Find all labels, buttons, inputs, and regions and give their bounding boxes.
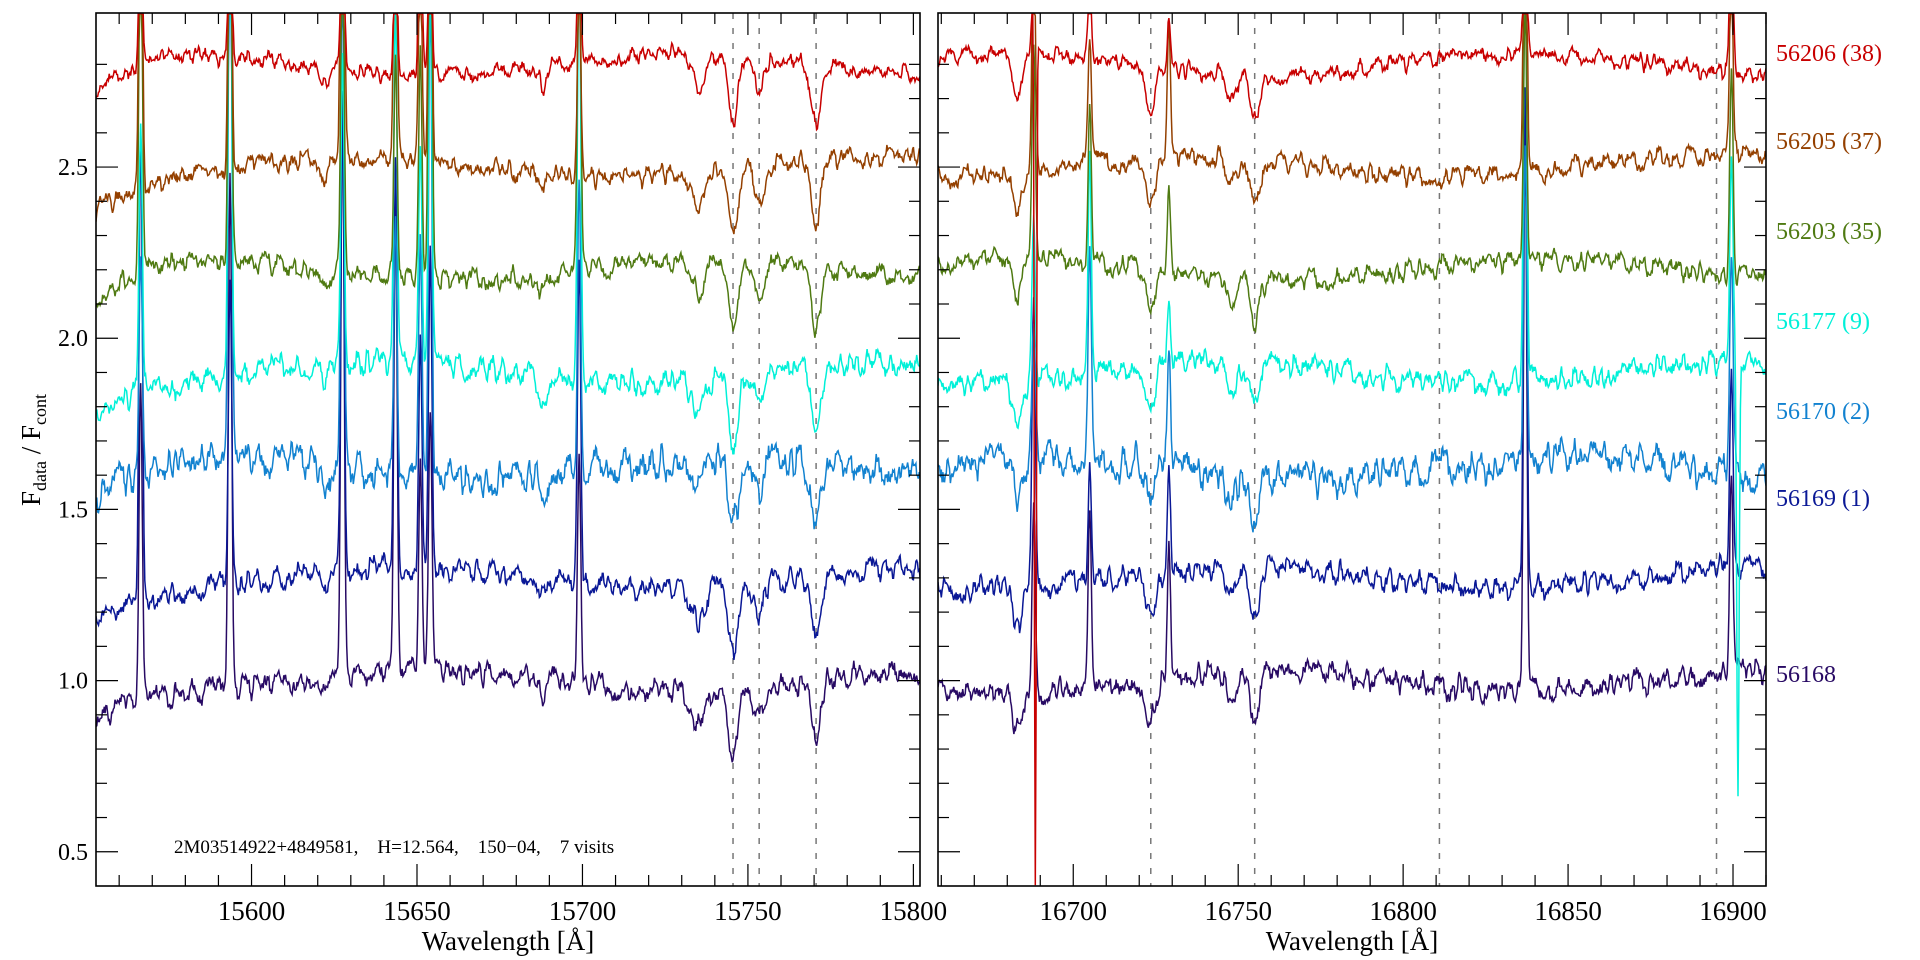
x-tick-label: 15750 xyxy=(714,896,782,926)
spectrum-56177 xyxy=(938,13,1766,797)
axes-frame xyxy=(95,12,921,887)
y-tick-label: 2.5 xyxy=(58,155,88,181)
y-tick-label: 1.0 xyxy=(58,669,88,695)
spectrum-56168 xyxy=(96,90,920,763)
spectrum-56203 xyxy=(96,13,920,338)
x-tick-label: 16900 xyxy=(1699,896,1767,926)
spectra-group xyxy=(938,13,1766,886)
y-tick-label: 1.5 xyxy=(58,497,88,523)
series-label-56170: 56170 (2) xyxy=(1776,399,1870,425)
x-tick-label: 16750 xyxy=(1204,896,1272,926)
spectrum-56203 xyxy=(938,13,1766,334)
spectrum-56170 xyxy=(96,13,920,530)
series-label-56206: 56206 (38) xyxy=(1776,41,1882,67)
x-tick-label: 16850 xyxy=(1534,896,1602,926)
series-label-56169: 56169 (1) xyxy=(1776,486,1870,512)
series-label-56177: 56177 (9) xyxy=(1776,309,1870,335)
x-tick-label: 15600 xyxy=(218,896,286,926)
spectrum-56170 xyxy=(938,145,1766,533)
y-axis-label: Fdata / Fcont xyxy=(16,394,50,506)
spectra-group xyxy=(96,13,920,763)
spectrum-56205 xyxy=(96,13,920,235)
y-tick-label: 2.0 xyxy=(58,326,88,352)
series-label-56205: 56205 (37) xyxy=(1776,129,1882,155)
x-tick-label: 16700 xyxy=(1040,896,1108,926)
x-axis-label: Wavelength [Å] xyxy=(422,926,595,956)
x-tick-label: 16800 xyxy=(1369,896,1437,926)
series-label-56168: 56168 xyxy=(1776,662,1836,688)
spectrum-56168 xyxy=(938,128,1766,735)
y-label-sep: / F xyxy=(16,425,46,461)
spectrum-56169 xyxy=(96,114,920,661)
right-panel: 16700 16750 16800 16850 16900 Wavelength [Å] xyxy=(937,12,1767,956)
x-tick-label: 15700 xyxy=(549,896,617,926)
spectrum-56177 xyxy=(96,13,920,455)
x-tick-label: 15650 xyxy=(383,896,451,926)
spectrum-56206 xyxy=(96,13,920,132)
y-label-main: F xyxy=(16,491,46,506)
axes-frame xyxy=(937,12,1767,887)
series-label-56203: 56203 (35) xyxy=(1776,219,1882,245)
star-annotation: 2M03514922+4849581, H=12.564, 150−04, 7 … xyxy=(174,837,614,858)
spectrum-56169 xyxy=(938,87,1766,634)
spectrum-56206 xyxy=(938,13,1766,886)
x-tick-label: 15800 xyxy=(880,896,948,926)
y-tick-label: 0.5 xyxy=(58,840,88,866)
x-axis-label: Wavelength [Å] xyxy=(1266,926,1439,956)
y-label-sub2: cont xyxy=(30,394,50,425)
series-labels: 56206 (38) 56205 (37) 56203 (35) 56177 (9) 5… xyxy=(1776,41,1882,688)
spectrum-56205 xyxy=(938,13,1766,218)
left-panel: 15600 15650 15700 15750 15800 Wavelength [Å] 0… xyxy=(58,12,948,956)
y-label-sub1: data xyxy=(30,461,50,491)
